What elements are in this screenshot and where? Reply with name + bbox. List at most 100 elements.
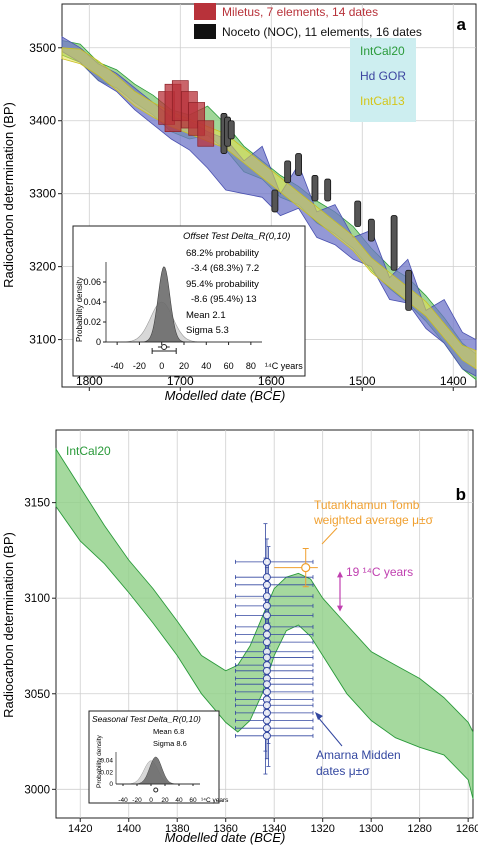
inset-b-x-tick-label: -40 bbox=[118, 797, 128, 804]
inset-a-x-tick-label: 20 bbox=[179, 361, 189, 371]
panel-a: 3100 3200 3300 3400 3500 a Miletus, 7 elemen… bbox=[1, 3, 477, 403]
amarna-date-point bbox=[262, 731, 271, 740]
inset-a-y-tick-label: 0.04 bbox=[83, 297, 101, 307]
amarna-date-point bbox=[262, 716, 271, 725]
amarna-date-point bbox=[262, 687, 271, 696]
x-tick-label: 1260 bbox=[456, 823, 478, 835]
tutankhamun-point bbox=[274, 548, 318, 588]
noceto-bar bbox=[354, 200, 362, 227]
posterior-mean-marker bbox=[161, 344, 168, 350]
amarna-date-point bbox=[262, 701, 271, 710]
amarna-date-point bbox=[262, 630, 271, 639]
x-axis-title-b: Modelled date (BCE) bbox=[165, 830, 286, 845]
inset-b-x-tick-label: 60 bbox=[189, 797, 197, 804]
x-tick-label: 1380 bbox=[165, 823, 189, 835]
amarna-date-point bbox=[262, 592, 271, 601]
inset-b-plot: 0 0.02 0.04 -40 -20 0 20 40 60 ¹⁴C years bbox=[100, 752, 229, 804]
y-axis-title-a: Radiocarbon determination (BP) bbox=[1, 102, 16, 288]
inset-a-x-tick-label: -40 bbox=[111, 361, 124, 371]
panel-label-b: b bbox=[456, 485, 466, 504]
tutankhamun-pointer bbox=[321, 527, 338, 545]
inset-a-y-tick-label: 0.02 bbox=[83, 317, 101, 327]
posterior-mean-marker bbox=[153, 787, 159, 793]
x-tick-label: 1500 bbox=[349, 374, 376, 388]
inset-b-y-tick-label: 0.04 bbox=[100, 758, 113, 765]
miletus-legend-label: Miletus, 7 elements, 14 dates bbox=[222, 5, 378, 19]
inset-b-xlabel: ¹⁴C years bbox=[201, 797, 229, 804]
inset-b-frame bbox=[88, 710, 220, 804]
noceto-bar bbox=[227, 120, 235, 140]
x-tick-label: 1600 bbox=[258, 374, 285, 388]
x-tick-label: 1320 bbox=[310, 823, 334, 835]
noceto-bar bbox=[367, 218, 375, 242]
amarna-date-point bbox=[262, 666, 271, 675]
amarna-date-point bbox=[262, 622, 271, 631]
x-tick-label: 1420 bbox=[68, 823, 92, 835]
hdgor-legend-label: Hd GOR bbox=[360, 69, 406, 83]
inset-a-ylabel: Probability density bbox=[75, 277, 84, 342]
noceto-bar bbox=[271, 189, 279, 213]
range-arrow bbox=[337, 571, 343, 612]
inset-b-x-tick-label: 20 bbox=[161, 797, 169, 804]
noceto-bar bbox=[295, 153, 302, 176]
y-axis-b: 3000 3050 3100 3150 bbox=[24, 498, 56, 796]
tutankhamun-label-2: weighted average μ±σ bbox=[313, 513, 434, 527]
curve-legend-box bbox=[350, 38, 416, 122]
range-arrow-head-top bbox=[337, 571, 343, 578]
amarna-date-point bbox=[262, 580, 271, 589]
inset-a-x-tick-label: 40 bbox=[201, 361, 211, 371]
inset-b-line-2: Sigma 8.6 bbox=[153, 739, 187, 748]
x-axis-b: 1420 1400 1380 1360 1340 1320 1300 1280 1260 bbox=[68, 818, 478, 835]
x-tick-label: 1700 bbox=[167, 374, 194, 388]
miletus-boxes bbox=[158, 80, 215, 147]
range-arrow-head-bottom bbox=[337, 605, 343, 612]
range-label: 19 ¹⁴C years bbox=[346, 565, 413, 579]
x-tick-label: 1340 bbox=[262, 823, 286, 835]
inset-a-frame bbox=[72, 225, 306, 377]
panel-label-a: a bbox=[457, 15, 467, 34]
inset-b-ylabel: Probability density bbox=[96, 735, 103, 788]
inset-a-title: Offset Test Delta_R(0,10) bbox=[183, 231, 290, 242]
amarna-label-1: Amarna Midden bbox=[316, 748, 401, 762]
tutankhamun-label-1: Tutankhamun Tomb bbox=[314, 498, 420, 512]
inset-a-x-tick-label: -20 bbox=[133, 361, 146, 371]
inset-b-x-tick-label: -20 bbox=[132, 797, 142, 804]
y-tick-label: 3100 bbox=[24, 593, 50, 605]
amarna-pointer-head bbox=[315, 712, 323, 720]
amarna-dates bbox=[235, 523, 314, 775]
offset-test-inset: Offset Test Delta_R(0,10) 68.2% probabil… bbox=[72, 225, 306, 377]
inset-a-line-6: Sigma 5.3 bbox=[186, 325, 229, 336]
x-tick-label: 1300 bbox=[359, 823, 383, 835]
noceto-legend-label: Noceto (NOC), 11 elements, 16 dates bbox=[222, 25, 422, 39]
amarna-date-point bbox=[262, 573, 271, 582]
miletus-legend-swatch bbox=[194, 3, 216, 20]
inset-b-x-tick-label: 40 bbox=[175, 797, 183, 804]
inset-a-line-2: -3.4 (68.3%) 7.2 bbox=[191, 263, 259, 274]
noceto-bar bbox=[390, 215, 398, 271]
noceto-bar bbox=[284, 160, 292, 184]
noceto-bars bbox=[220, 113, 413, 311]
amarna-date-point bbox=[262, 653, 271, 662]
inset-b-line-1: Mean 6.8 bbox=[153, 727, 184, 736]
inset-a-y-tick-label: 0.06 bbox=[83, 277, 101, 287]
inset-a-plot: 0 0.02 0.04 0.06 -40 -20 0 20 40 60 80 ¹⁴C years bbox=[83, 262, 303, 371]
inset-a-y-tick-label: 0 bbox=[96, 337, 101, 347]
inset-a-x-tick-label: 80 bbox=[246, 361, 256, 371]
y-tick-label: 3100 bbox=[29, 333, 56, 347]
x-tick-label: 1360 bbox=[213, 823, 237, 835]
x-axis-title-a: Modelled date (BCE) bbox=[165, 388, 286, 403]
y-tick-label: 3000 bbox=[24, 784, 50, 796]
seasonal-test-inset: Seasonal Test Delta_R(0,10) Mean 6.8 Sig… bbox=[88, 710, 229, 804]
intcal20-curve-label: IntCal20 bbox=[66, 444, 111, 458]
inset-a-x-tick-label: 0 bbox=[159, 361, 164, 371]
y-tick-label: 3200 bbox=[29, 260, 56, 274]
noceto-bar bbox=[405, 269, 413, 311]
inset-b-y-tick-label: 0 bbox=[109, 781, 113, 788]
x-tick-label: 1280 bbox=[407, 823, 431, 835]
x-tick-label: 1800 bbox=[76, 374, 103, 388]
inset-b-x-tick-label: 0 bbox=[149, 797, 153, 804]
amarna-date-point bbox=[262, 557, 271, 566]
noceto-legend-swatch bbox=[194, 24, 216, 39]
y-tick-label: 3050 bbox=[24, 689, 50, 701]
y-axis-title-b: Radiocarbon determination (BP) bbox=[1, 532, 16, 718]
